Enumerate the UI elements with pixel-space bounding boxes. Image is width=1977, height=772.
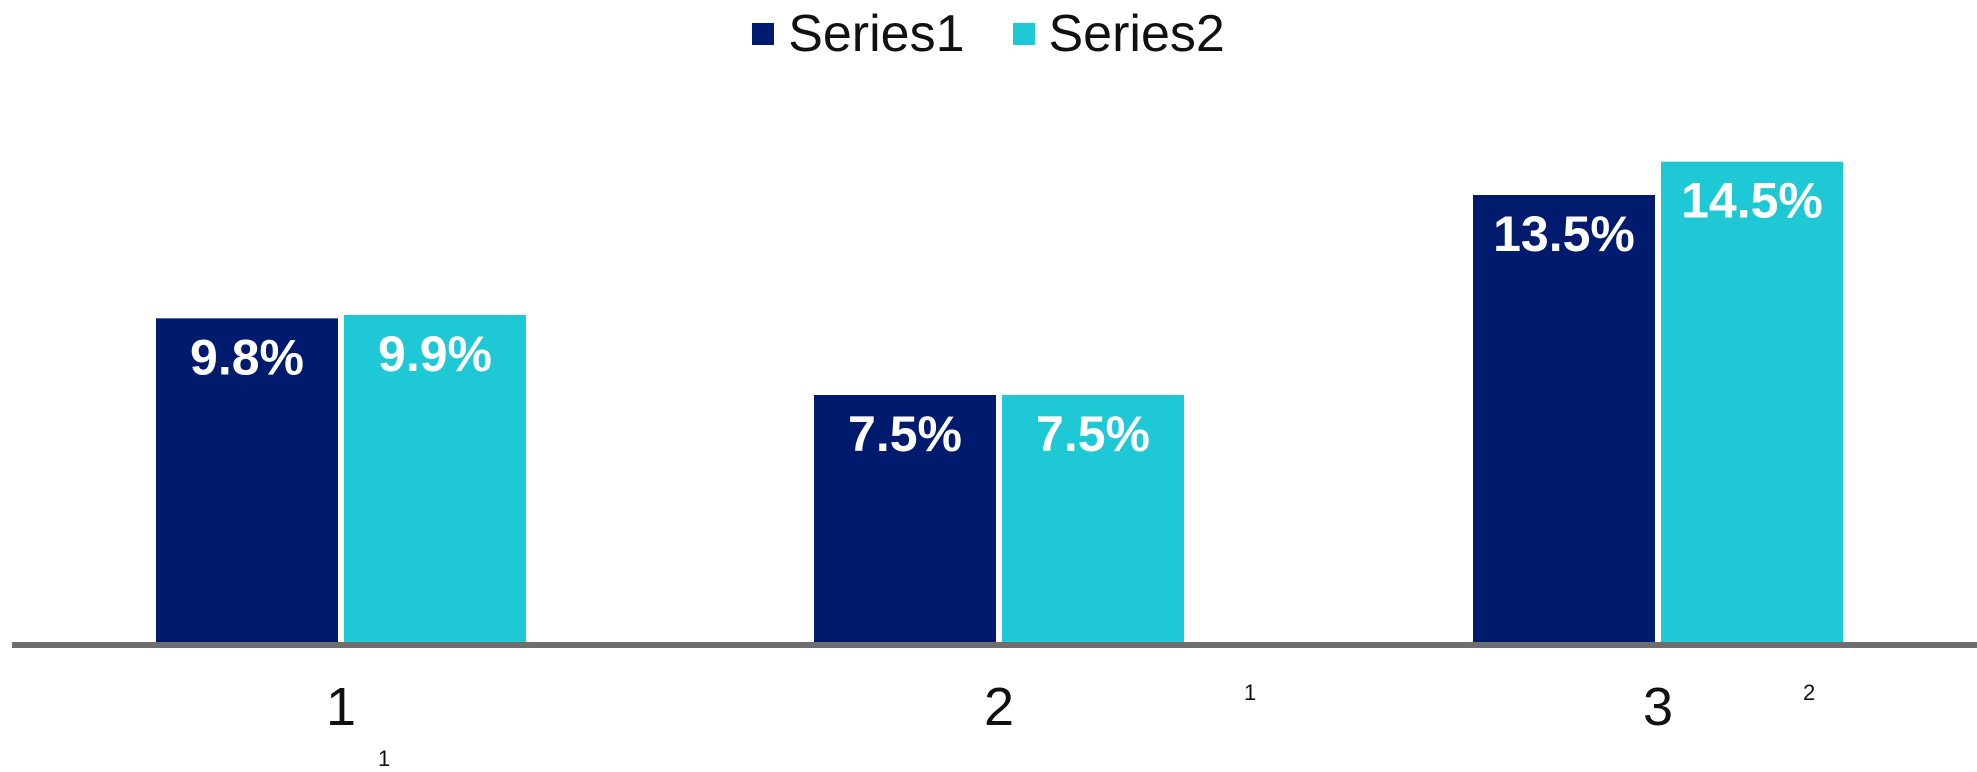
legend-swatch-series2 bbox=[1012, 23, 1035, 45]
data-label: 9.8% bbox=[190, 329, 304, 385]
x-tick-label: 1 bbox=[326, 677, 356, 737]
legend-label-series1: Series1 bbox=[788, 5, 965, 63]
bar-series2-2 bbox=[1002, 395, 1184, 645]
legend-item-series2: Series2 bbox=[1012, 4, 1225, 64]
x-tick-label: 2 bbox=[984, 677, 1014, 737]
x-tick-label: 3 bbox=[1643, 677, 1673, 737]
legend-label-series2: Series2 bbox=[1048, 5, 1225, 63]
bar-series2-3 bbox=[1661, 161, 1843, 645]
legend-item-series1: Series1 bbox=[752, 4, 965, 64]
bar-series2-1 bbox=[344, 315, 526, 645]
data-label: 7.5% bbox=[1036, 406, 1150, 462]
data-label: 7.5% bbox=[848, 406, 962, 462]
bar-series1-1 bbox=[156, 318, 338, 645]
legend: Series1 Series2 bbox=[0, 4, 1977, 64]
footnote-marker: 1 bbox=[378, 746, 391, 771]
bar-series1-3 bbox=[1473, 195, 1655, 645]
data-label: 13.5% bbox=[1493, 206, 1635, 262]
data-label: 9.9% bbox=[378, 326, 492, 382]
legend-swatch-series1 bbox=[752, 23, 775, 45]
footnote-marker: 1 bbox=[1244, 680, 1257, 705]
footnote-marker: 2 bbox=[1803, 680, 1816, 705]
data-label: 14.5% bbox=[1681, 173, 1823, 229]
bar-series1-2 bbox=[814, 395, 996, 645]
